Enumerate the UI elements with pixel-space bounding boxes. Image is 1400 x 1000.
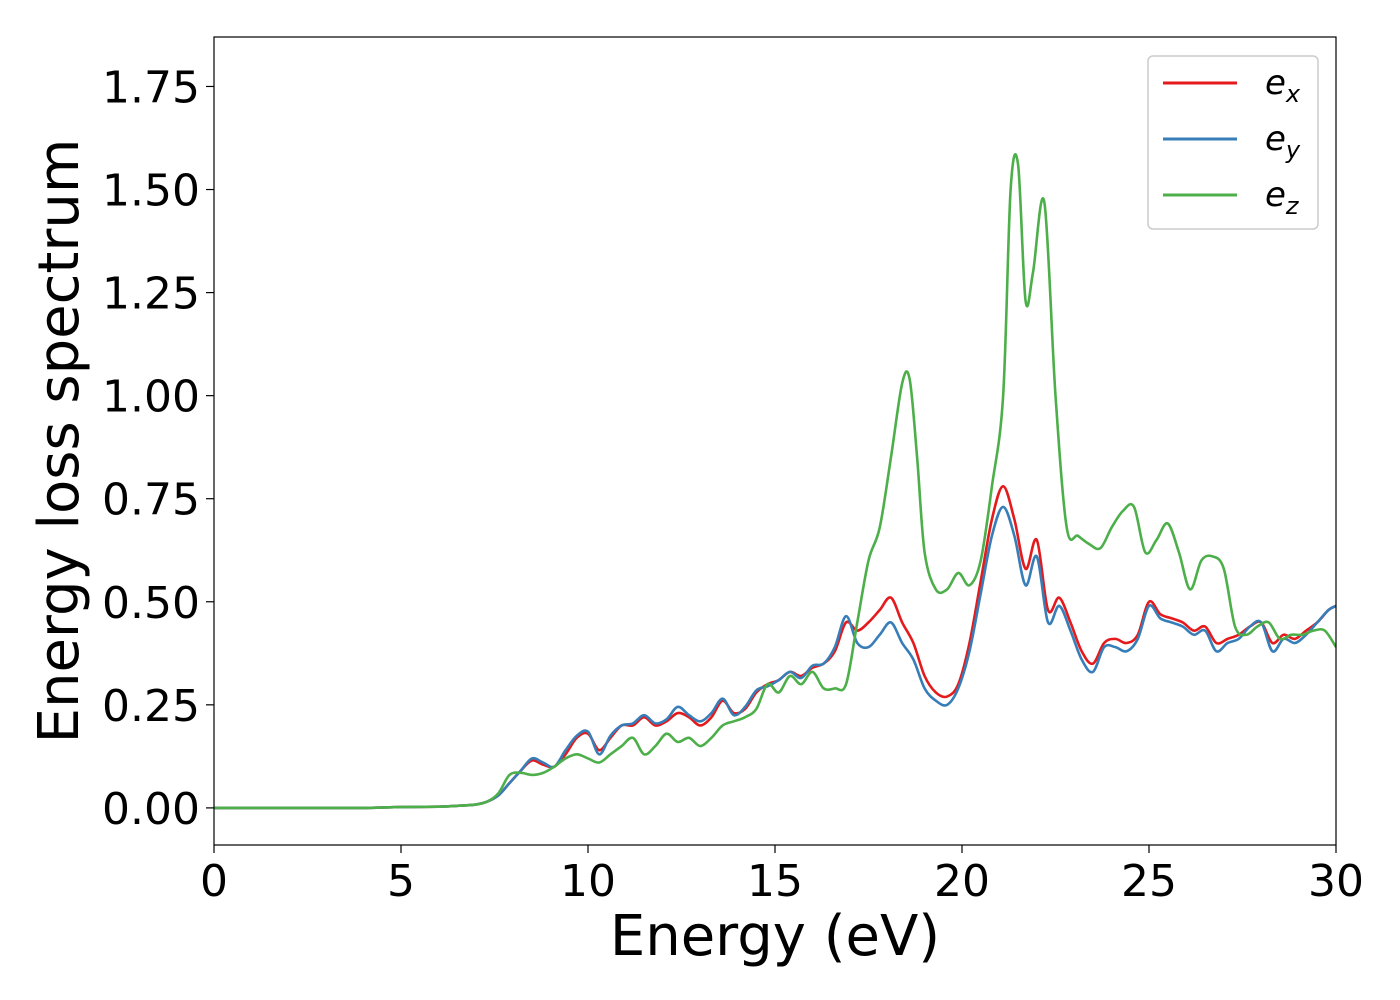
x-tick-label: 0 <box>200 856 228 907</box>
y-tick-label: 1.50 <box>102 166 200 217</box>
x-tick-label: 20 <box>934 856 990 907</box>
y-axis-label: Energy loss spectrum <box>27 139 92 744</box>
y-tick-label: 1.25 <box>102 269 200 320</box>
y-tick-label: 0.75 <box>102 475 200 526</box>
series-line-ey <box>214 505 1336 810</box>
series-line-ex <box>214 485 1336 810</box>
legend-box <box>1147 55 1319 230</box>
y-axis: 0.00 0.25 0.50 0.75 1.00 1.25 1.50 1.75 <box>102 62 214 835</box>
series-line-ez <box>214 153 1336 810</box>
x-tick-label: 25 <box>1121 856 1177 907</box>
y-tick-label: 0.00 <box>102 784 200 835</box>
legend-label-ey: ey <box>1265 119 1301 164</box>
x-axis: 0 5 10 15 20 25 30 <box>200 845 1364 907</box>
y-tick-label: 1.75 <box>102 62 200 113</box>
x-tick-label: 30 <box>1308 856 1364 907</box>
legend-label-ex: ex <box>1265 63 1301 108</box>
y-tick-label: 1.00 <box>102 372 200 423</box>
series-layer <box>214 153 1336 810</box>
legend-label-ez: ez <box>1265 175 1300 220</box>
y-tick-label: 0.25 <box>102 681 200 732</box>
y-tick-label: 0.50 <box>102 578 200 629</box>
x-axis-label: Energy (eV) <box>610 904 940 969</box>
x-tick-label: 15 <box>747 856 803 907</box>
x-tick-label: 10 <box>560 856 616 907</box>
legend: ex ey ez <box>1147 55 1319 230</box>
x-tick-label: 5 <box>387 856 415 907</box>
